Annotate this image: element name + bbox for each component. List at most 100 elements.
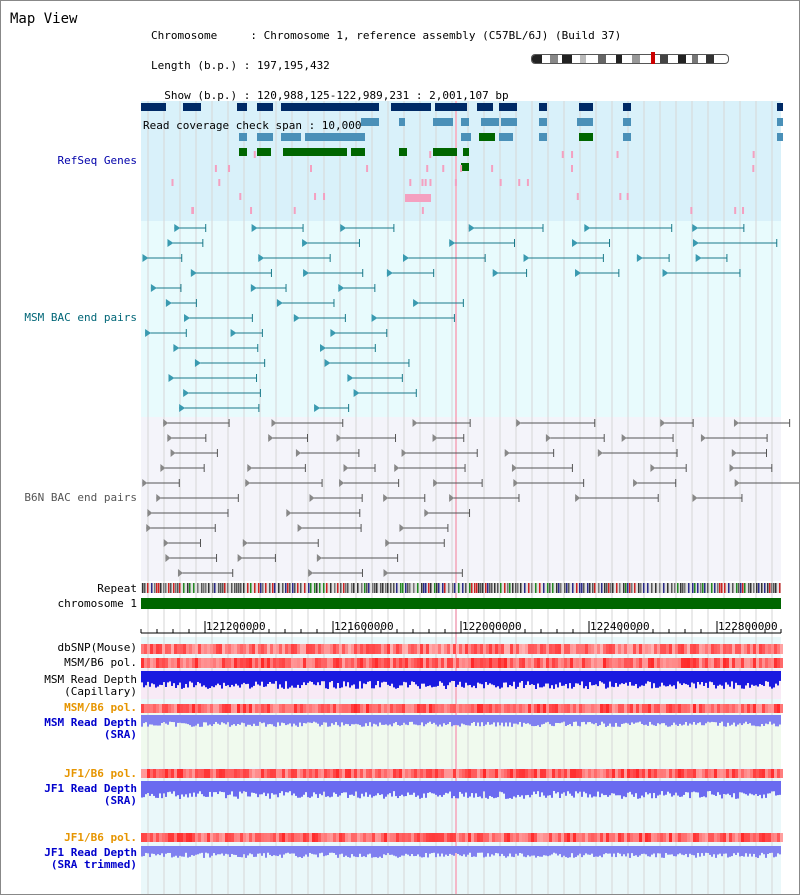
read-depth-bar	[291, 781, 293, 796]
chromosome-ideogram[interactable]	[531, 54, 729, 64]
read-depth-bar	[763, 715, 765, 726]
polymorphism-cell	[228, 704, 231, 713]
polymorphism-cell	[504, 704, 507, 713]
b6n-bac-end	[449, 494, 455, 502]
read-depth-bar	[285, 715, 287, 726]
polymorphism-cell	[672, 644, 675, 654]
read-depth-bar	[269, 671, 271, 682]
read-depth-bar	[149, 846, 151, 858]
repeat-element	[156, 583, 158, 593]
read-depth-bar	[593, 781, 595, 797]
read-depth-bar	[627, 846, 629, 854]
read-depth-bar	[437, 715, 439, 727]
polymorphism-cell	[495, 658, 498, 668]
read-depth-bar	[369, 715, 371, 723]
polymorphism-cell	[291, 833, 294, 842]
polymorphism-cell	[351, 704, 354, 713]
polymorphism-cell	[564, 704, 567, 713]
read-depth-bar	[761, 846, 763, 853]
polymorphism-cell	[651, 644, 654, 654]
polymorphism-cell	[750, 704, 753, 713]
repeat-element	[203, 583, 205, 593]
polymorphism-cell	[234, 704, 237, 713]
read-depth-bar	[663, 671, 665, 686]
read-depth-bar	[473, 671, 475, 686]
read-depth-bar	[215, 715, 217, 722]
read-depth-bar	[317, 781, 319, 798]
polymorphism-cell	[660, 644, 663, 654]
read-depth-bar	[527, 781, 529, 795]
polymorphism-cell	[681, 833, 684, 842]
read-depth-bar	[315, 715, 317, 723]
polymorphism-cell	[615, 644, 618, 654]
ruler-tick-label: 122400000	[590, 620, 650, 633]
read-depth-bar	[707, 715, 709, 722]
polymorphism-cell	[654, 644, 657, 654]
read-depth-bar	[705, 671, 707, 683]
read-depth-bar	[361, 715, 363, 727]
read-depth-bar	[357, 715, 359, 725]
read-depth-bar	[475, 671, 477, 689]
read-depth-bar	[187, 781, 189, 798]
repeat-element	[353, 583, 355, 593]
polymorphism-cell	[510, 704, 513, 713]
polymorphism-cell	[546, 833, 549, 842]
repeat-element	[428, 583, 430, 593]
polymorphism-cell	[606, 644, 609, 654]
polymorphism-cell	[504, 644, 507, 654]
polymorphism-cell	[333, 658, 336, 668]
repeat-element	[413, 583, 415, 593]
read-depth-bar	[653, 781, 655, 793]
read-depth-bar	[431, 781, 433, 794]
polymorphism-cell	[162, 704, 165, 713]
polymorphism-cell	[729, 644, 732, 654]
refseq-minor-mark	[253, 151, 256, 158]
polymorphism-cell	[744, 644, 747, 654]
polymorphism-cell	[564, 644, 567, 654]
read-depth-bar	[651, 671, 653, 689]
ideogram-position-marker[interactable]	[651, 52, 655, 64]
read-depth-bar	[195, 671, 197, 686]
polymorphism-cell	[237, 769, 240, 778]
b6n-bac-end	[316, 554, 322, 562]
read-depth-bar	[317, 671, 319, 683]
polymorphism-cell	[765, 769, 768, 778]
read-depth-bar	[289, 671, 291, 688]
refseq-gene	[479, 133, 495, 141]
polymorphism-cell	[225, 644, 228, 654]
read-depth-bar	[373, 671, 375, 689]
polymorphism-cell	[537, 833, 540, 842]
repeat-element	[773, 583, 775, 593]
read-depth-bar	[359, 671, 361, 682]
repeat-element	[524, 583, 526, 593]
polymorphism-cell	[492, 658, 495, 668]
read-depth-bar	[291, 846, 293, 854]
b6n-bac-end	[729, 464, 735, 472]
polymorphism-cell	[357, 769, 360, 778]
polymorphism-cell	[627, 704, 630, 713]
polymorphism-cell	[210, 704, 213, 713]
read-depth-bar	[371, 715, 373, 727]
read-depth-bar	[635, 781, 637, 794]
polymorphism-cell	[474, 704, 477, 713]
read-depth-bar	[239, 715, 241, 725]
polymorphism-cell	[396, 769, 399, 778]
polymorphism-cell	[747, 658, 750, 668]
read-depth-bar	[319, 671, 321, 686]
read-depth-bar	[451, 715, 453, 727]
polymorphism-cell	[486, 833, 489, 842]
read-depth-bar	[635, 846, 637, 856]
polymorphism-cell	[510, 769, 513, 778]
polymorphism-cell	[555, 644, 558, 654]
polymorphism-cell	[330, 769, 333, 778]
polymorphism-cell	[585, 644, 588, 654]
read-depth-bar	[205, 846, 207, 853]
read-depth-bar	[215, 671, 217, 686]
read-depth-bar	[201, 781, 203, 795]
read-depth-bar	[477, 846, 479, 853]
read-depth-bar	[343, 671, 345, 682]
read-depth-bar	[369, 671, 371, 682]
polymorphism-cell	[279, 658, 282, 668]
polymorphism-cell	[276, 658, 279, 668]
